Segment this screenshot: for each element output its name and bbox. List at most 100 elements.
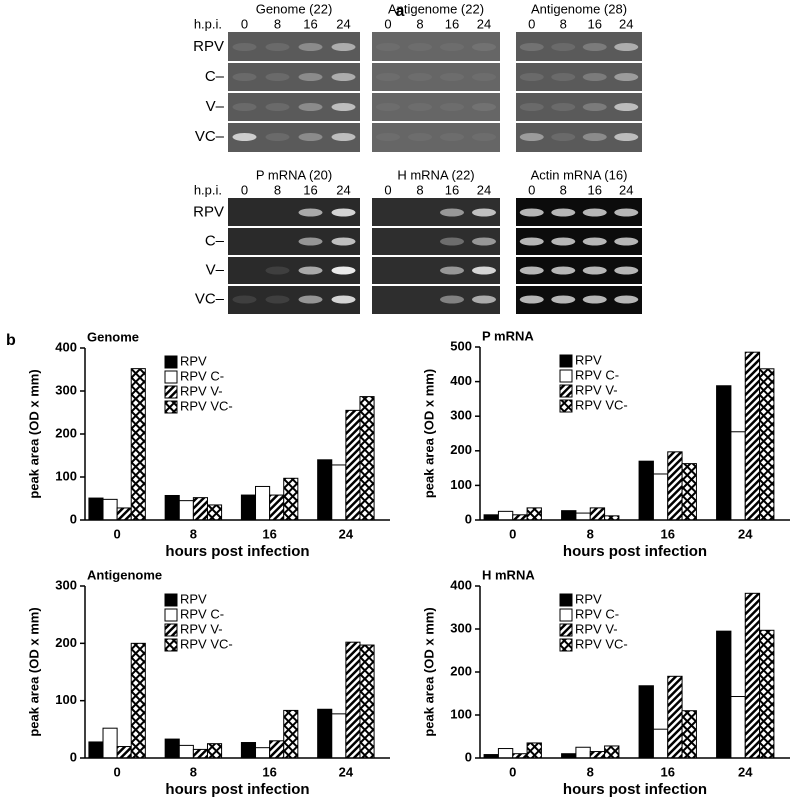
gel-band [582,208,607,217]
gel-band [298,133,323,141]
gel-band [298,208,323,217]
legend-swatch [164,623,178,637]
gel-band [582,237,607,246]
y-tick-label: 100 [450,477,472,492]
gel-band [331,133,356,141]
bar [178,744,194,759]
gel-band [298,237,323,246]
row-label: C– [205,232,225,249]
legend-label: RPV [575,591,602,606]
legend-swatch [164,385,178,399]
bar [269,740,285,759]
gel-title: Antigenome (22) [388,1,484,16]
chart-title: P mRNA [482,328,534,343]
x-tick-label: 16 [661,764,675,779]
lane-label: 8 [416,16,423,31]
gel-band [472,43,496,51]
legend-label: RPV [180,353,207,368]
bar [345,409,361,521]
gel-band [232,103,257,111]
gel-band [472,208,496,217]
bar [88,497,104,521]
row-label: RPV [193,203,224,220]
gel-band [519,266,544,275]
gel-band [440,73,464,81]
gel-band [331,103,356,111]
bar [206,504,223,521]
gel-band [614,73,639,81]
legend-label: RPV C- [575,606,619,621]
gel-band [519,208,544,217]
lane-label: 0 [528,182,535,197]
x-axis-label: hours post infection [563,543,707,560]
row-label: VC– [195,290,225,307]
legend-swatch [559,369,573,383]
gel-band [265,43,290,51]
gel-band [551,237,576,246]
gel-band [614,133,639,141]
gel-band [440,295,464,304]
x-axis-label: hours post infection [165,543,309,560]
bar [667,675,683,759]
lane-label: 0 [241,182,248,197]
y-tick-label: 300 [55,382,77,397]
gel-band [265,103,290,111]
gel-band [376,43,400,51]
gel-band [265,73,290,81]
bar [730,431,746,521]
bar [652,728,669,759]
gel-band [551,266,576,275]
x-tick-label: 16 [661,526,675,541]
bar [744,351,761,521]
chart-title: Antigenome [87,567,162,582]
gel-band [265,133,290,141]
row-label: V– [206,261,225,278]
gel-band [331,237,356,246]
y-axis-label: peak area (OD x mm) [421,369,436,498]
gel-band [331,266,356,275]
bar [526,742,542,759]
x-tick-label: 0 [114,764,121,779]
bar [317,459,333,521]
chart-title: H mRNA [482,567,535,582]
bar [638,460,654,521]
lane-label: 8 [560,16,567,31]
gel-band [472,73,496,81]
gel-band [440,266,464,275]
legend-label: RPV [575,352,602,367]
gel-band [232,295,257,304]
gel-band [440,208,464,217]
lane-label: 16 [445,182,459,197]
x-tick-label: 24 [738,526,753,541]
bar [331,713,347,759]
bar [638,685,654,759]
y-tick-label: 0 [70,749,77,764]
row-label: V– [206,98,225,115]
y-tick-label: 300 [450,408,472,423]
x-tick-label: 0 [114,526,121,541]
y-tick-label: 500 [450,338,472,353]
y-tick-label: 300 [55,577,77,592]
legend-swatch [164,355,178,369]
gel-band [440,43,464,51]
row-label: RPV [193,38,224,55]
gel-band [408,73,432,81]
x-tick-label: 24 [339,764,354,779]
gel-band [551,103,576,111]
y-tick-label: 0 [465,511,472,526]
lane-label: 0 [241,16,248,31]
row-label: VC– [195,128,225,145]
lane-label: 16 [588,182,602,197]
y-tick-label: 300 [450,620,472,635]
bar [497,510,514,521]
y-tick-label: 100 [55,468,77,483]
gel-band [472,266,496,275]
gel-band [582,133,607,141]
gel-band [298,103,323,111]
x-axis-label: hours post infection [563,781,707,798]
legend-label: RPV VC- [180,398,233,413]
bar [255,485,271,521]
bar [561,510,577,521]
bar [317,708,333,759]
x-tick-label: 16 [262,764,276,779]
